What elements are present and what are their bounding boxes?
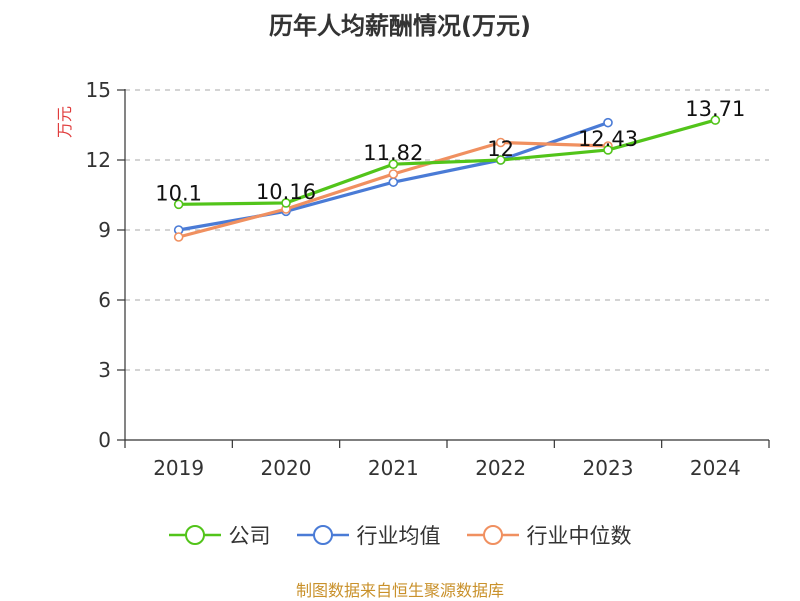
data-point (281, 198, 291, 208)
data-label: 11.82 (363, 141, 423, 165)
data-point (495, 137, 506, 148)
y-tick-label: 3 (98, 358, 111, 382)
data-label: 10.1 (155, 181, 202, 205)
series-line-0 (178, 118, 716, 206)
data-point (388, 169, 399, 179)
data-label: 12.43 (578, 127, 638, 151)
legend: 公司 行业均值 行业中位数 (0, 520, 800, 550)
legend-swatch-industry-mean (296, 525, 349, 545)
x-tick-label: 2022 (475, 456, 526, 480)
data-point (388, 177, 399, 187)
legend-label-industry-mean: 行业均值 (356, 524, 441, 548)
legend-item-company[interactable]: 公司 (168, 520, 271, 550)
data-point (173, 199, 184, 210)
y-tick-label: 0 (98, 428, 111, 452)
data-point (603, 117, 613, 128)
data-label: 12 (487, 137, 514, 161)
y-axis-title: 万元 (55, 106, 74, 138)
legend-item-industry-median[interactable]: 行业中位数 (466, 520, 632, 550)
y-tick-label: 15 (86, 78, 111, 102)
x-tick-label: 2020 (261, 456, 312, 480)
x-tick-label: 2019 (153, 456, 204, 480)
data-label: 10.16 (256, 180, 316, 204)
data-label: 13.71 (685, 97, 745, 121)
x-tick-label: 2021 (368, 456, 419, 480)
legend-label-industry-median: 行业中位数 (526, 524, 632, 548)
legend-label-company: 公司 (228, 524, 271, 548)
x-tick-label: 2023 (583, 456, 634, 480)
y-tick-label: 6 (98, 288, 111, 312)
legend-circle-icon (482, 525, 503, 545)
data-point (173, 232, 184, 242)
data-point (710, 115, 721, 125)
data-point (388, 159, 399, 169)
y-tick-label: 9 (98, 218, 111, 242)
x-tick-label: 2024 (690, 456, 741, 480)
legend-circle-icon (184, 525, 205, 545)
y-tick-label: 12 (86, 148, 111, 172)
source-note: 制图数据来自恒生聚源数据库 (295, 581, 504, 600)
legend-item-industry-mean[interactable]: 行业均值 (296, 520, 441, 550)
data-point (495, 155, 506, 165)
data-point (603, 145, 613, 155)
legend-swatch-industry-median (466, 525, 519, 545)
legend-swatch-company (168, 525, 221, 545)
chart-title: 历年人均薪酬情况(万元) (269, 12, 531, 40)
legend-circle-icon (312, 525, 333, 545)
